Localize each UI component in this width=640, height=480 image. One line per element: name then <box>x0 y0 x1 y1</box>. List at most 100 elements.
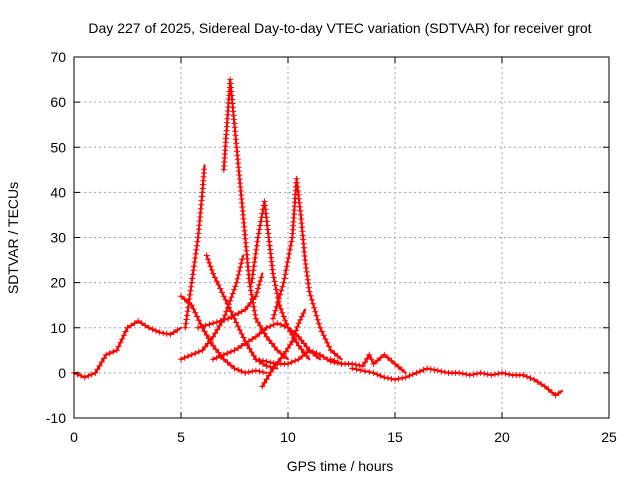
data-point-marker <box>263 333 270 340</box>
data-point-marker <box>229 290 236 297</box>
data-point-marker <box>213 278 220 285</box>
data-point-marker <box>545 386 552 393</box>
data-point-marker <box>88 371 95 378</box>
data-point-marker <box>305 280 312 287</box>
data-point-marker <box>270 274 277 281</box>
data-point-marker <box>300 310 307 317</box>
data-point-marker <box>236 268 243 274</box>
data-point-marker <box>135 318 142 324</box>
data-point-marker <box>257 278 264 285</box>
data-point-marker <box>270 321 277 328</box>
data-point-marker <box>377 354 384 361</box>
data-point-marker <box>384 375 391 382</box>
data-point-marker <box>359 363 366 370</box>
data-point-marker <box>289 338 296 345</box>
data-point-marker <box>193 246 200 253</box>
data-point-marker <box>217 285 224 292</box>
data-point-marker <box>317 324 324 331</box>
data-point-marker <box>274 320 281 327</box>
data-point-marker <box>388 357 395 364</box>
data-point-marker <box>268 340 275 347</box>
data-point-marker <box>194 313 201 320</box>
data-point-marker <box>228 294 235 301</box>
x-tick-label: 0 <box>70 429 78 445</box>
data-point-marker <box>85 372 92 379</box>
data-point-marker <box>399 366 406 373</box>
data-point-marker <box>203 332 210 338</box>
data-point-marker <box>153 327 159 334</box>
data-point-marker <box>306 347 313 354</box>
data-point-marker <box>301 340 307 347</box>
data-point-marker <box>499 369 505 376</box>
data-point-marker <box>308 296 315 303</box>
data-point-marker <box>456 369 463 376</box>
data-point-marker <box>220 351 227 358</box>
data-point-marker <box>374 357 381 364</box>
data-point-marker <box>381 374 388 381</box>
series-tail <box>349 365 563 399</box>
data-point-marker <box>424 365 431 372</box>
data-point-marker <box>312 308 319 315</box>
data-point-marker <box>327 347 334 354</box>
data-point-marker <box>252 367 259 374</box>
data-point-marker <box>204 340 211 347</box>
data-point-marker <box>273 286 280 293</box>
data-point-marker <box>238 330 245 337</box>
data-point-marker <box>260 327 266 334</box>
data-point-marker <box>224 300 231 307</box>
data-point-marker <box>210 270 217 277</box>
data-point-marker <box>293 339 300 346</box>
data-point-marker <box>94 366 101 373</box>
data-point-marker <box>128 322 135 329</box>
data-point-marker <box>281 323 288 330</box>
data-point-marker <box>213 319 220 326</box>
data-point-marker <box>231 312 238 319</box>
data-point-marker <box>388 375 395 382</box>
data-point-marker <box>214 326 221 333</box>
data-point-marker <box>352 361 359 368</box>
data-point-marker <box>399 375 406 382</box>
data-point-marker <box>362 368 368 375</box>
data-point-marker <box>185 300 192 307</box>
data-point-marker <box>318 328 325 335</box>
data-point-marker <box>222 312 229 319</box>
data-point-marker <box>256 330 263 337</box>
data-point-marker <box>313 350 320 357</box>
x-tick-label: 25 <box>601 429 617 445</box>
data-point-marker <box>255 319 261 326</box>
data-point-marker <box>252 311 259 318</box>
data-point-marker <box>247 299 254 306</box>
data-point-marker <box>238 342 245 349</box>
data-point-marker <box>322 336 329 342</box>
data-point-marker <box>235 310 242 317</box>
data-point-marker <box>272 307 279 314</box>
data-point-marker <box>185 304 192 311</box>
data-point-marker <box>317 351 324 358</box>
data-point-marker <box>392 360 398 367</box>
y-tick-label: 50 <box>50 139 66 155</box>
data-point-marker <box>256 368 263 375</box>
data-point-marker <box>260 357 266 364</box>
data-point-marker <box>213 354 220 361</box>
data-point-marker <box>255 285 261 292</box>
data-point-marker <box>270 365 276 372</box>
data-point-marker <box>280 313 287 320</box>
series-track-g <box>259 308 307 390</box>
data-point-marker <box>119 336 126 342</box>
data-point-marker <box>252 315 259 322</box>
data-point-marker <box>188 279 195 286</box>
data-point-marker <box>306 288 313 295</box>
series-track-h <box>327 351 407 374</box>
data-point-marker <box>221 316 228 323</box>
data-point-marker <box>188 351 195 358</box>
x-tick-label: 15 <box>387 429 403 445</box>
data-point-marker <box>274 290 280 297</box>
data-point-marker <box>188 283 195 290</box>
data-point-marker <box>541 383 548 390</box>
data-point-marker <box>270 315 276 322</box>
data-point-marker <box>349 365 356 372</box>
data-point-marker <box>531 376 538 383</box>
data-point-marker <box>240 334 247 341</box>
